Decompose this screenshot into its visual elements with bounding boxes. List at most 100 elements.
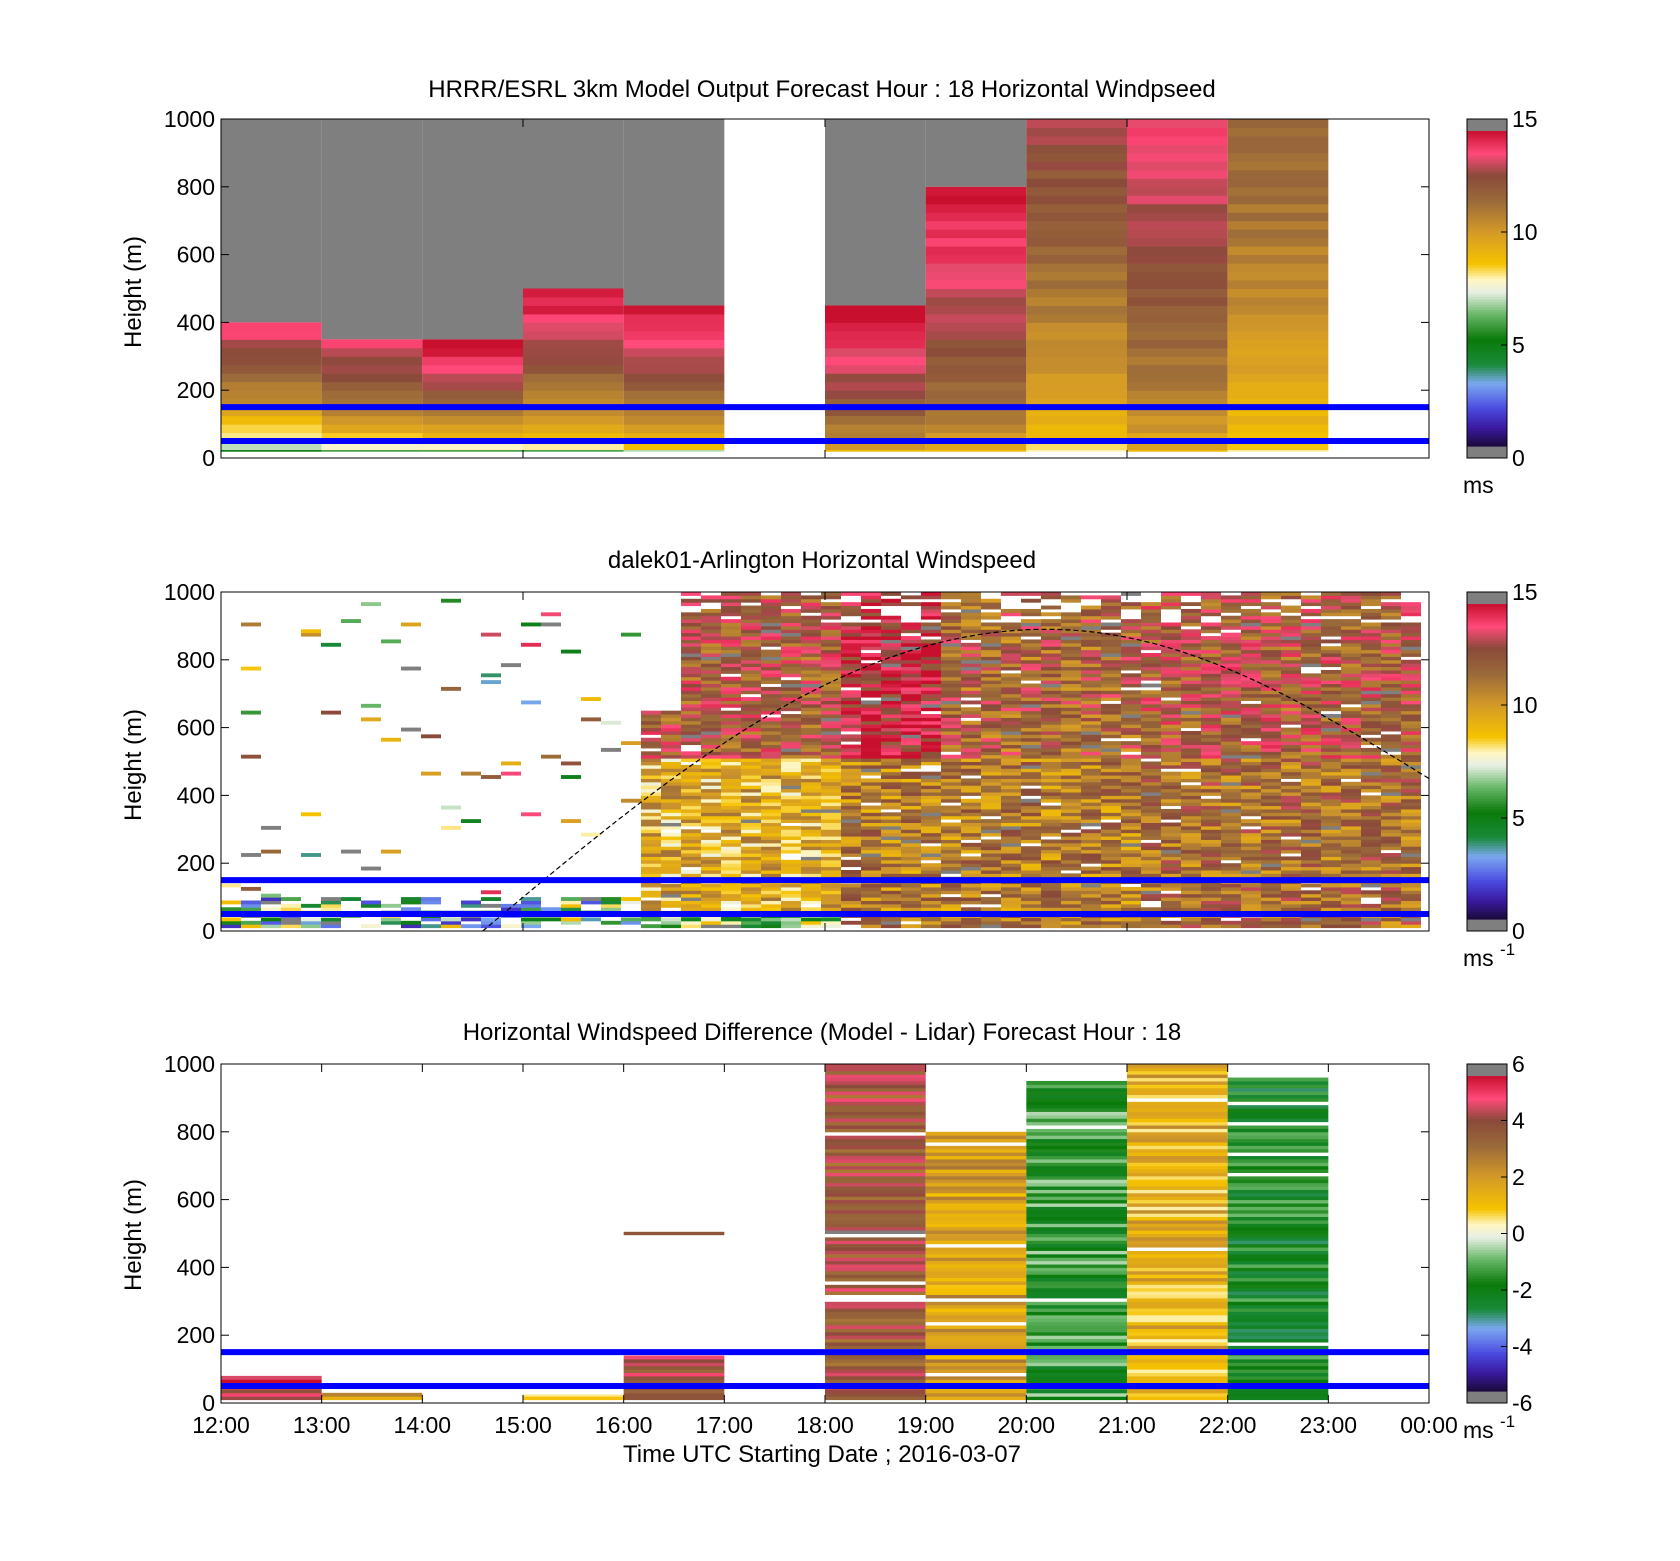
lidar-cell (401, 666, 421, 671)
model-column (1227, 119, 1329, 452)
lidar-cell (1221, 615, 1241, 620)
colorbar-swatch (1467, 170, 1507, 174)
lidar-cell (441, 805, 461, 810)
lidar-cell (781, 717, 801, 722)
lidar-cell (641, 893, 661, 898)
colorbar-swatch (1467, 404, 1507, 408)
lidar-cell (1101, 781, 1121, 786)
lidar-cell (881, 792, 901, 796)
lidar-cell (981, 792, 1001, 796)
model-cell (1026, 271, 1127, 281)
lidar-cell (1141, 846, 1161, 851)
lidar-cell (401, 897, 421, 901)
lidar-cell (1321, 866, 1341, 871)
lidar-cell (1081, 741, 1101, 746)
colorbar-swatch (1467, 372, 1507, 376)
lidar-cell (1261, 703, 1281, 708)
colorbar-swatch (1467, 243, 1507, 248)
lidar-cell (881, 693, 901, 698)
lidar-cell (261, 893, 281, 898)
colorbar-swatch (1467, 1299, 1507, 1303)
lidar-cell (641, 859, 661, 864)
difference-cell (1026, 1186, 1127, 1190)
lidar-cell (1101, 883, 1121, 888)
difference-cell (1127, 1236, 1228, 1241)
lidar-cell (1101, 724, 1121, 729)
lidar-cell (1021, 690, 1041, 695)
lidar-cell (1021, 717, 1041, 722)
model-cell (523, 407, 624, 417)
lidar-cell (981, 825, 1001, 830)
lidar-cell (981, 761, 1001, 766)
difference-cell (925, 1243, 1027, 1248)
lidar-cell (1301, 795, 1321, 800)
lidar-cell (1161, 673, 1181, 678)
lidar-cell (441, 598, 461, 603)
lidar-cell (721, 907, 741, 912)
lidar-cell (801, 608, 821, 613)
lidar-cell (741, 792, 761, 796)
lidar-cell (701, 642, 721, 647)
lidar-cell (1121, 893, 1141, 898)
model-cell (422, 390, 523, 400)
model-cell (422, 347, 523, 357)
lidar-cell (1241, 632, 1261, 637)
y-tick-label: 400 (177, 309, 215, 335)
model-cell (925, 203, 1027, 213)
lidar-cell (1301, 859, 1321, 864)
lidar-cell (1041, 754, 1061, 759)
difference-cell (1127, 1135, 1228, 1140)
lidar-cell (1301, 798, 1321, 803)
lidar-cell (1181, 798, 1201, 803)
lidar-cell (1201, 625, 1221, 630)
model-ylabel: Height (m) (120, 236, 147, 348)
lidar-cell (1121, 666, 1141, 671)
lidar-cell (821, 846, 841, 851)
difference-cell (1026, 1345, 1127, 1350)
lidar-cell (1021, 853, 1041, 857)
lidar-cell (801, 720, 821, 725)
lidar-cell (1361, 758, 1381, 762)
colorbar-swatch (1467, 1259, 1507, 1263)
lidar-cell (1341, 825, 1361, 830)
lidar-cell (521, 622, 541, 627)
model-cell (1227, 364, 1329, 374)
lidar-cell (1221, 869, 1241, 874)
lidar-cell (1021, 730, 1041, 735)
lidar-cell (1161, 907, 1181, 912)
y-tick-label: 200 (177, 850, 215, 876)
lidar-cell (1081, 781, 1101, 786)
lidar-cell (981, 646, 1001, 651)
lidar-cell (1361, 724, 1381, 729)
lidar-cell (1001, 663, 1021, 668)
lidar-cell (1301, 747, 1321, 752)
lidar-cell (1221, 595, 1241, 600)
lidar-cell (801, 703, 821, 708)
lidar-cell (861, 920, 881, 925)
lidar-cell (841, 883, 861, 888)
lidar-cell (301, 812, 321, 817)
lidar-cell (701, 825, 721, 830)
difference-cell (925, 1216, 1027, 1221)
lidar-cell (701, 669, 721, 674)
lidar-cell (1181, 642, 1201, 647)
lidar-cell (921, 893, 941, 898)
lidar-cell (1201, 686, 1221, 691)
lidar-cell (1201, 836, 1221, 840)
lidar-cell (641, 863, 661, 868)
lidar-cell (781, 920, 801, 925)
lidar-cell (1341, 815, 1361, 820)
lidar-cell (1341, 646, 1361, 651)
lidar-cell (1381, 825, 1401, 830)
lidar-cell (681, 873, 701, 878)
lidar-cell (1341, 690, 1361, 695)
lidar-cell (1301, 778, 1321, 783)
lidar-cell (681, 859, 701, 864)
lidar-cell (801, 792, 821, 796)
lidar-cell (1401, 873, 1421, 878)
lidar-cell (701, 897, 721, 901)
lidar-cell (761, 619, 781, 624)
lidar-cell (1081, 605, 1101, 610)
lidar-cell (1221, 768, 1241, 773)
lidar-cell (1121, 890, 1141, 895)
